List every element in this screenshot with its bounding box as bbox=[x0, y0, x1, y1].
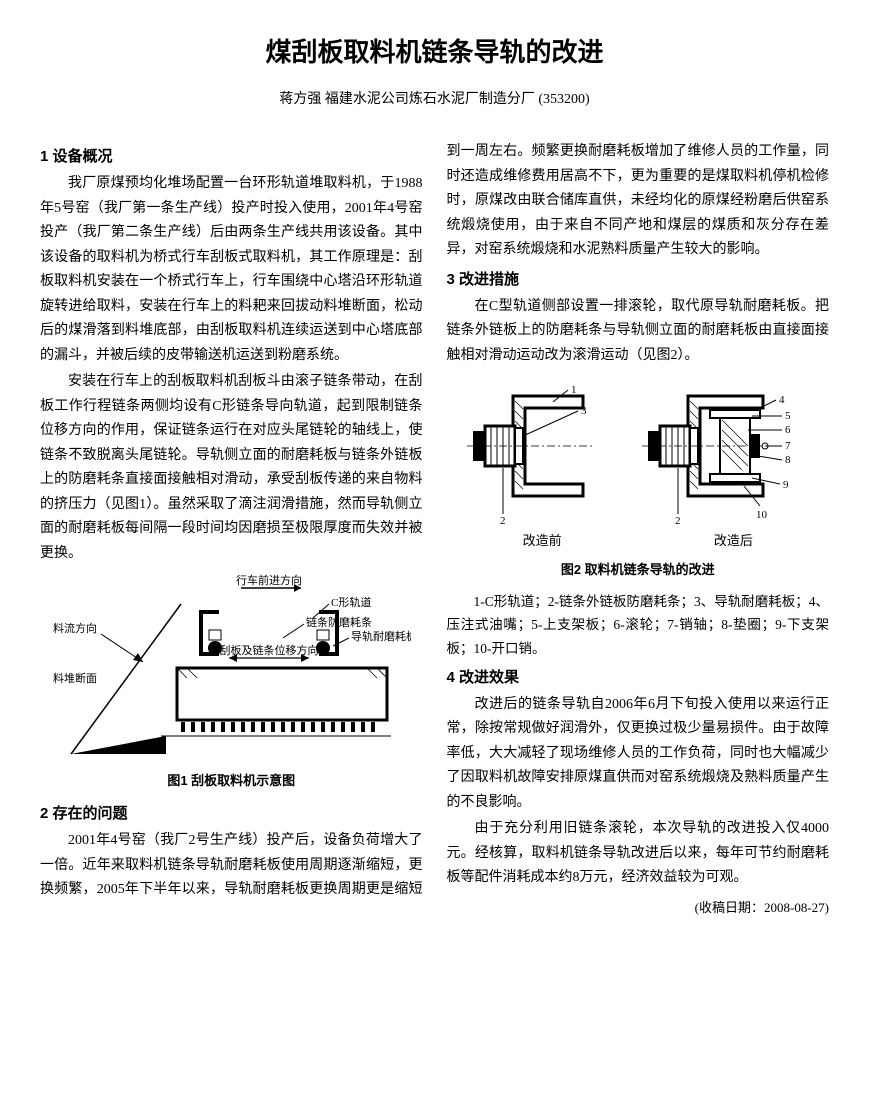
received-date: (收稿日期：2008-08-27) bbox=[447, 897, 830, 920]
section-2-heading: 2 存在的问题 bbox=[40, 801, 423, 827]
fig2-after-label: 改造后 bbox=[714, 530, 753, 553]
fig2-callout-4: 4 bbox=[779, 394, 785, 406]
section-4-heading: 4 改进效果 bbox=[447, 665, 830, 691]
fig2-callout-8: 8 bbox=[785, 454, 791, 466]
fig1-label-pile: 料堆断面 bbox=[53, 671, 97, 685]
article-body: 1 设备概况 我厂原煤预均化堆场配置一台环形轨道堆取料机，于1988年5号窑（我… bbox=[40, 140, 829, 920]
figure-1: 行车前进方向 C形轨道 链条防磨耗条 导轨耐磨耗板 料流方向 料堆断面 bbox=[40, 574, 423, 793]
figure-2: 1 2 3 bbox=[447, 376, 830, 582]
fig2-callout-7: 7 bbox=[785, 440, 791, 452]
fig2-callout-5: 5 bbox=[785, 410, 791, 422]
author-line: 蒋方强 福建水泥公司炼石水泥厂制造分厂 (353200) bbox=[40, 88, 829, 113]
section-1-para-2: 安装在行车上的刮板取料机刮板斗由滚子链条带动，在刮板工作行程链条两侧均设有C形链… bbox=[40, 370, 423, 566]
fig2-callout-10: 10 bbox=[756, 509, 768, 521]
fig1-label-wearplate: 导轨耐磨耗板 bbox=[351, 629, 411, 643]
figure-2-caption: 图2 取料机链条导轨的改进 bbox=[447, 559, 830, 582]
section-4-para-2: 由于充分利用旧链条滚轮，本次导轨的改进投入仅4000元。经核算，取料机链条导轨改… bbox=[447, 817, 830, 891]
article-title: 煤刮板取料机链条导轨的改进 bbox=[40, 30, 829, 76]
fig1-label-crail: C形轨道 bbox=[331, 595, 371, 609]
section-1-para-1: 我厂原煤预均化堆场配置一台环形轨道堆取料机，于1988年5号窑（我厂第一条生产线… bbox=[40, 172, 423, 368]
fig1-label-travel: 行车前进方向 bbox=[236, 574, 302, 587]
section-4-para-1: 改进后的链条导轨自2006年6月下旬投入使用以来运行正常，除按常规做好润滑外，仅… bbox=[447, 693, 830, 816]
fig2-callout-2b: 2 bbox=[675, 515, 681, 526]
fig2-callout-6: 6 bbox=[785, 424, 791, 436]
fig2-callout-1: 1 bbox=[571, 384, 577, 396]
section-3-heading: 3 改进措施 bbox=[447, 267, 830, 293]
figure-2-legend: 1-C形轨道；2-链条外链板防磨耗条；3、导轨耐磨耗板；4、压注式油嘴；5-上支… bbox=[447, 590, 830, 661]
fig1-label-flow: 料流方向 bbox=[53, 621, 97, 635]
section-1-heading: 1 设备概况 bbox=[40, 144, 423, 170]
section-3-para-1: 在C型轨道侧部设置一排滚轮，取代原导轨耐磨耗板。把链条外链板上的防磨耗条与导轨侧… bbox=[447, 295, 830, 369]
fig2-callout-3: 3 bbox=[581, 405, 587, 417]
fig2-callout-2: 2 bbox=[500, 515, 506, 526]
figure-1-caption: 图1 刮板取料机示意图 bbox=[40, 770, 423, 793]
fig2-before-label: 改造前 bbox=[523, 530, 562, 553]
fig2-callout-9: 9 bbox=[783, 479, 789, 491]
fig1-label-scraper: 刮板及链条位移方向 bbox=[220, 643, 319, 657]
